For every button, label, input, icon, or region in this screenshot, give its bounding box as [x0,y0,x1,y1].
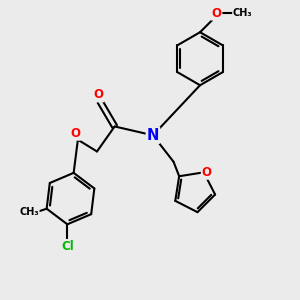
Text: CH₃: CH₃ [233,8,253,18]
Text: O: O [94,88,103,101]
Text: O: O [211,7,221,20]
Text: N: N [147,128,159,143]
Text: CH₃: CH₃ [19,207,39,217]
Text: O: O [202,166,212,179]
Text: Cl: Cl [61,240,74,253]
Text: O: O [70,127,80,140]
